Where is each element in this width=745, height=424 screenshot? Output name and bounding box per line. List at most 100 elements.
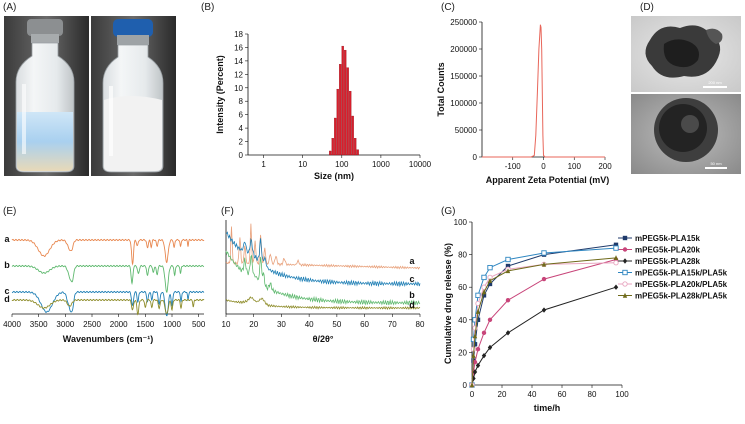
f-x-tick-label: 20 — [249, 320, 258, 329]
g-legend-label: mPEG5k-PLA20k — [635, 246, 700, 255]
chart-ftir-spectra: 4000 3500 3000 2500 2000 1500 1000 500 Wavenumbe… — [3, 234, 206, 344]
g-legend-marker — [622, 235, 628, 241]
b-size-bar — [351, 115, 354, 156]
c-x-tick-label: 0 — [541, 162, 546, 171]
g-data-point — [469, 382, 475, 388]
c-y-axis-label: Total Counts — [436, 62, 446, 116]
g-data-point — [475, 292, 481, 298]
g-data-point — [487, 281, 493, 287]
tem-image-bottom: 50 nm — [631, 94, 741, 174]
g-data-point — [475, 362, 481, 369]
g-data-point — [481, 274, 487, 281]
g-y-tick-label: 0 — [463, 381, 468, 390]
g-data-point — [487, 317, 493, 322]
chart-size-distribution: 0 2 4 6 8 10 12 14 16 18 1 10 100 1000 10000 Size (nm) I… — [215, 30, 432, 181]
g-data-point — [475, 346, 481, 352]
b-size-bar — [354, 138, 357, 156]
e-trace-label: d — [4, 294, 10, 304]
g-series-line — [471, 286, 617, 386]
g-data-point — [487, 344, 493, 351]
f-x-axis-label: θ/2θ° — [313, 334, 334, 344]
c-x-tick-label: 100 — [568, 162, 582, 171]
g-data-point — [505, 298, 511, 303]
g-data-point — [481, 352, 487, 359]
b-y-tick-label: 14 — [234, 57, 243, 66]
b-size-bar — [344, 49, 347, 156]
g-data-point — [505, 256, 511, 263]
g-data-point — [541, 261, 547, 267]
c-y-tick-label: 100000 — [450, 99, 477, 108]
f-trace-label: d — [409, 300, 415, 310]
vial-photo-liquid — [4, 16, 89, 176]
f-x-tick-label: 40 — [305, 320, 314, 329]
g-data-point — [481, 330, 487, 336]
g-data-point — [541, 250, 547, 256]
b-y-tick-label: 8 — [239, 97, 244, 106]
g-y-tick-label: 20 — [458, 348, 467, 357]
g-y-tick-label: 60 — [458, 283, 467, 292]
panel-label-g: (G) — [441, 206, 455, 217]
g-x-tick-label: 20 — [498, 390, 507, 399]
b-y-tick-label: 12 — [234, 70, 243, 79]
b-size-bar — [356, 149, 359, 156]
c-x-tick-label: 200 — [598, 162, 612, 171]
b-x-tick-label: 10 — [298, 160, 307, 169]
c-x-axis-label: Apparent Zeta Potential (mV) — [486, 175, 610, 185]
c-x-tick-label: -100 — [505, 162, 522, 171]
g-data-point — [613, 242, 619, 248]
g-x-axis-label: time/h — [534, 403, 561, 413]
g-legend-marker — [622, 269, 628, 276]
g-data-point — [613, 255, 619, 261]
g-data-point — [613, 260, 619, 266]
g-data-point — [481, 289, 487, 295]
b-x-tick-label: 1000 — [372, 160, 390, 169]
vial-photo-powder — [91, 16, 176, 176]
c-y-tick-label: 150000 — [450, 72, 477, 81]
b-x-axis-label: Size (nm) — [314, 171, 354, 181]
g-data-point — [481, 293, 487, 298]
panel-label-d: (D) — [640, 2, 654, 13]
g-legend-marker — [622, 292, 628, 298]
g-x-tick-label: 80 — [588, 390, 597, 399]
g-data-point — [472, 369, 478, 375]
c-y-tick-label: 250000 — [450, 18, 477, 27]
scale-bar-top — [703, 86, 727, 88]
b-x-tick-label: 100 — [335, 160, 349, 169]
g-data-point — [613, 284, 619, 290]
b-y-tick-label: 16 — [234, 43, 243, 52]
e-x-tick-label: 3000 — [56, 320, 74, 329]
e-x-tick-label: 3500 — [30, 320, 48, 329]
scale-bar-bottom — [705, 167, 727, 169]
g-data-point — [472, 333, 478, 339]
g-legend-label: mPEG5k-PLA28k/PLA5k — [635, 292, 728, 301]
panel-label-f: (F) — [221, 206, 234, 217]
b-size-bar — [349, 90, 352, 156]
b-y-tick-label: 18 — [234, 30, 243, 39]
g-y-axis-label: Cumulative drug release (%) — [443, 243, 453, 364]
g-x-tick-label: 40 — [528, 390, 537, 399]
g-data-point — [472, 359, 478, 365]
e-trace-label: c — [4, 286, 9, 296]
b-y-tick-label: 10 — [234, 84, 243, 93]
f-x-tick-label: 50 — [332, 320, 341, 329]
b-y-axis-label: Intensity (Percent) — [215, 55, 225, 134]
g-data-point — [487, 277, 493, 283]
g-legend-label: mPEG5k-PLA15k/PLA5k — [635, 269, 728, 278]
b-size-bar — [331, 138, 334, 156]
e-trace-label: a — [4, 234, 10, 244]
b-size-bar — [341, 45, 344, 156]
panel-label-e: (E) — [3, 206, 16, 217]
b-y-tick-label: 2 — [239, 138, 244, 147]
scale-bar-top-text: 200 nm — [708, 80, 722, 85]
b-size-bar — [346, 67, 349, 156]
g-x-tick-label: 60 — [558, 390, 567, 399]
c-zeta-line — [482, 24, 605, 158]
g-data-point — [505, 263, 511, 269]
f-pattern-line — [225, 223, 421, 270]
c-y-tick-label: 50000 — [455, 126, 478, 135]
f-trace-label: b — [409, 290, 415, 300]
panel-label-b: (B) — [201, 2, 214, 13]
e-spectrum-line — [11, 264, 205, 293]
c-y-tick-label: 0 — [473, 153, 478, 162]
f-x-tick-label: 80 — [416, 320, 425, 329]
